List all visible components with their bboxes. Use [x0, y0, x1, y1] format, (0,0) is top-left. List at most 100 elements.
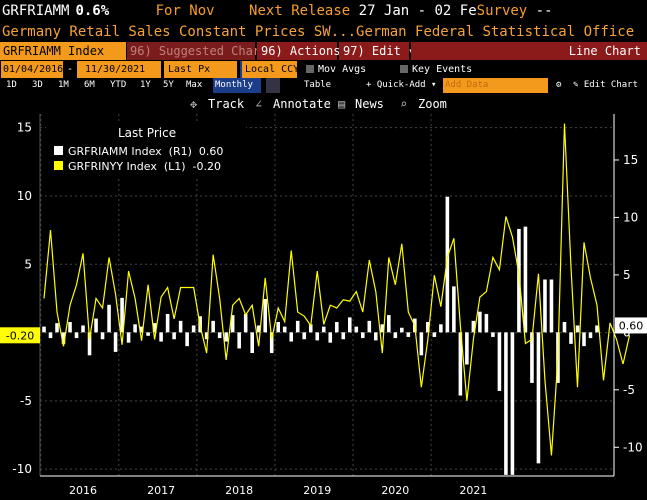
period-5y[interactable]: 5Y	[163, 80, 174, 90]
bar	[374, 332, 378, 341]
annotate-button[interactable]: Annotate	[273, 97, 331, 111]
left-tick-label: 15	[17, 121, 32, 135]
bar	[61, 332, 66, 344]
zoom-icon[interactable]: ⌕	[400, 97, 408, 111]
period-1d[interactable]: 1D	[6, 80, 17, 90]
x-tick-label: 2018	[225, 484, 253, 497]
bar	[328, 332, 333, 343]
bar	[230, 315, 235, 333]
left-tick-label: -10	[12, 462, 32, 476]
period-1m[interactable]: 1M	[58, 80, 69, 90]
bar	[302, 332, 307, 340]
suggested-charts-button[interactable]: 96) Suggested Charts	[127, 42, 275, 60]
bar	[263, 299, 267, 333]
x-tick-label: 2016	[69, 484, 97, 497]
right-tick-label: 15	[623, 153, 638, 167]
bar	[393, 332, 398, 339]
track-icon[interactable]: ✥	[190, 97, 198, 111]
settings-icon[interactable]: ⚙	[556, 80, 562, 90]
bar	[569, 332, 573, 344]
bar	[465, 332, 469, 365]
bar	[185, 332, 189, 347]
bar	[562, 322, 567, 333]
bar	[426, 322, 430, 333]
bar	[74, 332, 79, 339]
bar	[471, 320, 476, 333]
bar	[523, 226, 528, 333]
table-button[interactable]: Table	[304, 80, 332, 90]
bar	[152, 323, 157, 333]
bar	[582, 332, 586, 347]
key-events-label: Key Events	[412, 64, 473, 75]
period-6m[interactable]: 6M	[84, 80, 95, 90]
track-button[interactable]: Track	[208, 97, 245, 111]
bar	[308, 324, 313, 333]
bar	[107, 304, 111, 333]
index-field[interactable]: GRFRIAMM Index	[0, 42, 126, 60]
bar	[595, 325, 599, 333]
x-tick-label: 2020	[381, 484, 409, 497]
bar	[549, 279, 554, 333]
subtitle-left: Germany Retail Sales Constant Prices SW.…	[2, 24, 357, 40]
legend: Last Price GRFRIAMM Index (R1) 0.60 GRFR…	[46, 121, 246, 178]
bar	[224, 332, 228, 342]
bar	[256, 325, 261, 333]
bar	[48, 332, 53, 339]
chart-area[interactable]: 201620172018201920202021151050-5-1015105…	[0, 114, 647, 500]
add-data-field[interactable]: Add Data	[443, 78, 548, 93]
period-ytd[interactable]: YTD	[110, 80, 127, 90]
right-tick-label: -5	[623, 383, 635, 397]
bar	[360, 332, 365, 339]
bar	[406, 332, 411, 337]
right-tick-label: -10	[623, 440, 643, 454]
chart-icon[interactable]	[266, 78, 280, 93]
bar	[400, 327, 404, 333]
line-path	[43, 123, 631, 456]
bar	[517, 228, 521, 333]
right-last-value: 0.60	[619, 319, 644, 332]
bar	[133, 324, 137, 333]
legend-item-r1: GRFRIAMM Index (R1) 0.60	[68, 145, 223, 158]
currency-select[interactable]: Local CCY	[242, 61, 299, 78]
x-tick-label: 2019	[303, 484, 331, 497]
start-date-field[interactable]: 01/04/2016	[1, 61, 63, 78]
legend-title: Last Price	[118, 126, 176, 140]
zoom-button[interactable]: Zoom	[418, 97, 447, 111]
bar	[458, 332, 463, 396]
period-3d[interactable]: 3D	[32, 80, 43, 90]
bar	[543, 279, 547, 333]
bar	[269, 332, 274, 354]
mov-avgs-checkbox[interactable]	[306, 65, 314, 73]
next-release-label: Next Release	[249, 3, 351, 19]
bar	[172, 332, 176, 340]
news-icon[interactable]: ▤	[338, 97, 346, 111]
bar	[387, 315, 391, 333]
legend-swatch-white	[54, 146, 63, 155]
next-release-date: 27 Jan - 02 Fe	[358, 3, 477, 19]
field-select[interactable]: Last Px	[164, 61, 237, 78]
bar	[204, 332, 209, 340]
period-1y[interactable]: 1Y	[140, 80, 151, 90]
key-events-checkbox[interactable]	[400, 65, 408, 73]
bar	[295, 320, 300, 333]
edit-menu[interactable]: 97) Edit ▾	[339, 42, 415, 60]
edit-chart-button[interactable]: ✎ Edit Chart	[573, 80, 639, 90]
legend-background	[46, 121, 246, 178]
toolbar: GRFRIAMM Index 96) Suggested Charts 96) …	[0, 42, 647, 60]
frequency-dropdown[interactable]: Monthly	[213, 78, 261, 93]
actions-menu[interactable]: 96) Actions ▾	[257, 42, 355, 60]
for-label: For Nov	[155, 3, 215, 19]
annotate-icon[interactable]: ∠	[255, 97, 263, 111]
bar	[139, 326, 144, 333]
news-button[interactable]: News	[355, 97, 384, 111]
line-series	[43, 123, 631, 456]
end-date-field[interactable]: 11/30/2021	[77, 61, 161, 78]
bar	[178, 320, 183, 333]
quick-add-button[interactable]: + Quick-Add ▾	[366, 80, 437, 90]
period-max[interactable]: Max	[186, 80, 203, 90]
axes: 201620172018201920202021151050-5-1015105…	[0, 114, 647, 497]
x-tick-label: 2021	[459, 484, 487, 497]
bar	[432, 332, 437, 337]
bar	[452, 286, 456, 333]
bar	[445, 196, 450, 333]
